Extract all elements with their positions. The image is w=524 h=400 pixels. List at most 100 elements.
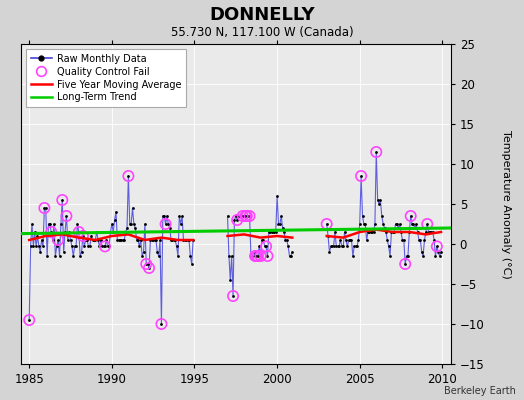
Point bbox=[175, 213, 183, 219]
Point bbox=[142, 261, 150, 267]
Point bbox=[245, 213, 254, 219]
Point bbox=[79, 233, 87, 239]
Point bbox=[28, 221, 36, 227]
Point bbox=[58, 197, 67, 203]
Point bbox=[25, 317, 34, 323]
Point bbox=[152, 237, 160, 243]
Point bbox=[188, 261, 196, 267]
Point bbox=[145, 265, 153, 271]
Point bbox=[332, 243, 341, 250]
Point bbox=[326, 243, 335, 250]
Point bbox=[47, 229, 56, 235]
Point bbox=[133, 237, 141, 243]
Point bbox=[94, 237, 102, 243]
Point bbox=[144, 261, 152, 267]
Point bbox=[157, 321, 166, 327]
Point bbox=[65, 229, 73, 235]
Point bbox=[263, 253, 271, 259]
Point bbox=[335, 243, 343, 250]
Point bbox=[251, 253, 259, 259]
Point bbox=[353, 243, 361, 250]
Point bbox=[347, 237, 356, 243]
Point bbox=[80, 243, 89, 250]
Point bbox=[78, 249, 86, 255]
Point bbox=[134, 237, 142, 243]
Point bbox=[423, 221, 431, 227]
Point bbox=[249, 249, 258, 255]
Point bbox=[276, 221, 284, 227]
Point bbox=[385, 243, 393, 250]
Point bbox=[223, 213, 232, 219]
Point bbox=[262, 243, 270, 250]
Point bbox=[72, 243, 80, 250]
Point bbox=[130, 221, 138, 227]
Point bbox=[166, 225, 174, 231]
Point bbox=[430, 237, 438, 243]
Point bbox=[288, 249, 297, 255]
Point bbox=[90, 237, 98, 243]
Point bbox=[116, 237, 124, 243]
Point bbox=[107, 221, 116, 227]
Point bbox=[333, 243, 342, 250]
Point bbox=[57, 221, 65, 227]
Point bbox=[339, 243, 347, 250]
Point bbox=[63, 237, 72, 243]
Point bbox=[402, 253, 411, 259]
Point bbox=[76, 253, 84, 259]
Point bbox=[270, 229, 279, 235]
Point bbox=[120, 237, 128, 243]
Point bbox=[74, 229, 83, 235]
Point bbox=[265, 229, 273, 235]
Point bbox=[36, 249, 45, 255]
Point bbox=[361, 221, 369, 227]
Point bbox=[48, 237, 57, 243]
Point bbox=[122, 229, 130, 235]
Point bbox=[160, 213, 168, 219]
Point bbox=[280, 229, 288, 235]
Point bbox=[256, 253, 265, 259]
Point bbox=[139, 249, 148, 255]
Point bbox=[374, 197, 382, 203]
Point bbox=[52, 243, 61, 250]
Point bbox=[102, 237, 111, 243]
Point bbox=[149, 237, 157, 243]
Point bbox=[59, 249, 68, 255]
Point bbox=[244, 213, 253, 219]
Point bbox=[62, 213, 71, 219]
Point bbox=[322, 221, 331, 227]
Point bbox=[381, 229, 390, 235]
Point bbox=[383, 237, 391, 243]
Point bbox=[101, 243, 109, 250]
Point bbox=[135, 243, 144, 250]
Point bbox=[95, 243, 104, 250]
Point bbox=[161, 221, 170, 227]
Point bbox=[142, 261, 150, 267]
Point bbox=[82, 237, 90, 243]
Point bbox=[157, 321, 166, 327]
Text: Berkeley Earth: Berkeley Earth bbox=[444, 386, 516, 396]
Point bbox=[240, 213, 248, 219]
Point bbox=[325, 249, 334, 255]
Point bbox=[105, 243, 113, 250]
Point bbox=[251, 253, 259, 259]
Point bbox=[106, 229, 115, 235]
Point bbox=[379, 221, 387, 227]
Point bbox=[109, 229, 117, 235]
Point bbox=[113, 237, 122, 243]
Point bbox=[67, 237, 75, 243]
Text: DONNELLY: DONNELLY bbox=[209, 6, 315, 24]
Point bbox=[170, 237, 178, 243]
Y-axis label: Temperature Anomaly (°C): Temperature Anomaly (°C) bbox=[501, 130, 511, 278]
Point bbox=[51, 253, 60, 259]
Point bbox=[370, 221, 379, 227]
Point bbox=[266, 229, 275, 235]
Point bbox=[171, 237, 179, 243]
Point bbox=[380, 225, 389, 231]
Point bbox=[237, 213, 246, 219]
Point bbox=[343, 243, 352, 250]
Point bbox=[238, 213, 247, 219]
Point bbox=[368, 229, 376, 235]
Point bbox=[420, 237, 429, 243]
Point bbox=[79, 233, 87, 239]
Point bbox=[30, 229, 39, 235]
